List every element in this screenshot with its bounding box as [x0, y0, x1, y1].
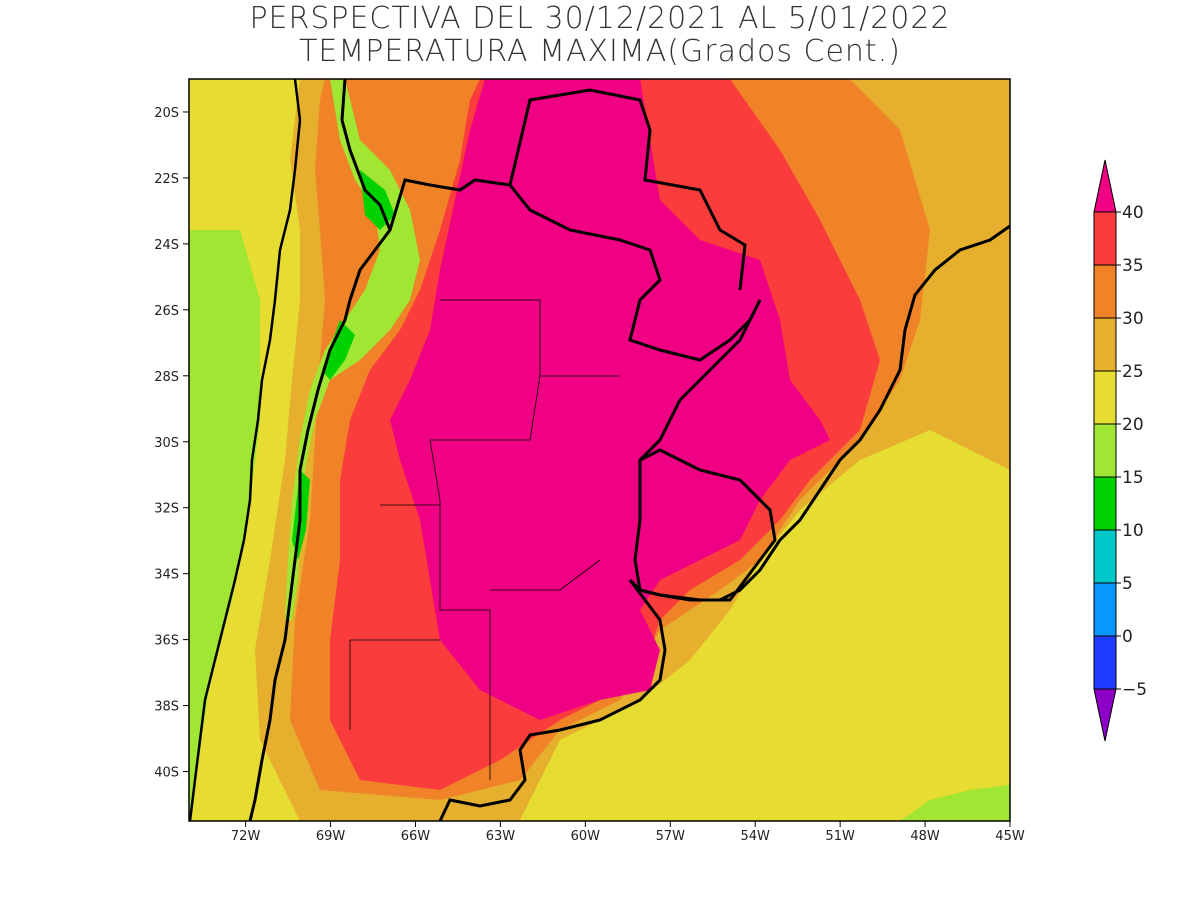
colorbar-bin: [1093, 317, 1117, 372]
colorbar-label: 35: [1122, 256, 1144, 276]
colorbar-bin-arrow-high: [1093, 159, 1117, 213]
title-line-1: PERSPECTIVA DEL 30/12/2021 AL 5/01/2022: [249, 1, 951, 36]
colorbar-bin: [1093, 476, 1117, 531]
colorbar-label: 15: [1122, 468, 1144, 488]
lat-tick-label: 22S: [154, 172, 179, 187]
lat-tick-label: 24S: [154, 238, 179, 253]
colorbar-label: 25: [1122, 362, 1144, 382]
colorbar-label: 30: [1122, 309, 1144, 329]
colorbar-bin: [1093, 423, 1117, 478]
title-line-2: TEMPERATURA MAXIMA(Grados Cent.): [299, 34, 901, 69]
lat-tick-label: 26S: [154, 304, 179, 319]
lat-tick-label: 30S: [154, 436, 179, 451]
temperature-field: [189, 79, 1010, 821]
lat-tick-label: 40S: [154, 766, 179, 781]
argentina-brazil-border: [638, 299, 762, 462]
colorbar-bin: [1093, 211, 1117, 266]
field-10-15-andes: [292, 170, 395, 560]
lon-tick-label: 66W: [401, 829, 431, 844]
latitude-axis: 20S 22S 24S 26S 28S 30S 32S 34S 36S 38S 40S: [154, 106, 189, 781]
colorbar-bin: [1093, 582, 1117, 637]
lon-tick-label: 63W: [486, 829, 516, 844]
field-15-20-south-sea: [900, 785, 1010, 821]
lat-tick-label: 20S: [154, 106, 179, 121]
lon-tick-label: 54W: [741, 829, 771, 844]
field-15-20-pacific: [189, 230, 260, 821]
lat-tick-label: 34S: [154, 568, 179, 583]
colorbar-label: 20: [1122, 415, 1144, 435]
colorbar-label: 0: [1122, 627, 1133, 647]
lon-tick-label: 57W: [656, 829, 686, 844]
chile-argentina-border: [248, 79, 392, 821]
colorbar-label: 5: [1122, 574, 1133, 594]
lon-tick-label: 51W: [825, 829, 855, 844]
argentina-north-border: [388, 178, 762, 362]
lat-tick-label: 32S: [154, 502, 179, 517]
argentina-coastline: [438, 579, 667, 821]
lat-tick-label: 28S: [154, 370, 179, 385]
chile-coastline: [189, 79, 302, 821]
colorbar-label: 40: [1122, 203, 1144, 223]
colorbar-bin: [1093, 370, 1117, 425]
map-frame: [188, 78, 1011, 822]
colorbar-label: 10: [1122, 521, 1144, 541]
paraguay-border: [508, 88, 747, 291]
lat-tick-label: 36S: [154, 634, 179, 649]
colorbar-bin-arrow-low: [1093, 688, 1117, 742]
lat-tick-label: 38S: [154, 700, 179, 715]
uruguay-border: [633, 448, 777, 602]
lon-tick-label: 69W: [316, 829, 346, 844]
longitude-axis: 72W 69W 66W 63W 60W 57W 54W 51W 48W 45W: [231, 821, 1025, 844]
colorbar-bin: [1093, 635, 1117, 690]
temperature-colorbar: 0 5 10 15 20 25 30 35 40 −5: [1093, 159, 1147, 742]
boundaries: [189, 79, 1010, 821]
colorbar-bin: [1093, 529, 1117, 584]
lon-tick-label: 60W: [571, 829, 601, 844]
lon-tick-label: 72W: [231, 829, 261, 844]
province-lines: [349, 299, 620, 780]
colorbar-bin: [1093, 264, 1117, 319]
field-40-plus: [390, 79, 830, 720]
map-title: PERSPECTIVA DEL 30/12/2021 AL 5/01/2022 …: [0, 2, 1200, 68]
lon-tick-label: 45W: [995, 829, 1025, 844]
colorbar-label-bottom: −5: [1122, 680, 1147, 700]
lon-tick-label: 48W: [910, 829, 940, 844]
